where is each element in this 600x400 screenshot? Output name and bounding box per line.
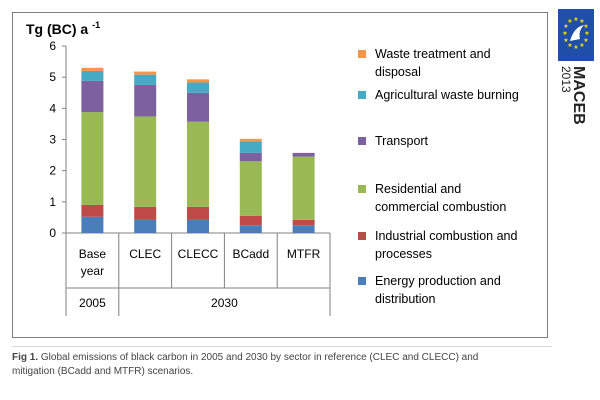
caption-line-1: Global emissions of black carbon in 2005… [40, 352, 479, 363]
legend-label: Residential and [375, 182, 461, 196]
bar-segment [239, 161, 262, 216]
bar-segment [81, 216, 104, 233]
bar-segment [81, 80, 104, 113]
legend-label: Agricultural waste burning [375, 88, 519, 102]
logo-year: 2013 [559, 66, 573, 93]
logo-name: MACEB [570, 66, 587, 125]
legend-swatch [358, 232, 366, 240]
bar-segment [292, 152, 315, 157]
svg-text:★: ★ [562, 30, 567, 37]
svg-text:★: ★ [573, 44, 578, 51]
bar-segment [239, 215, 262, 226]
divider [12, 346, 552, 347]
bar-segment [239, 152, 262, 162]
bar-segment [292, 156, 315, 220]
category-label: year [81, 264, 104, 278]
bar-segment [134, 71, 157, 75]
svg-text:★: ★ [573, 16, 578, 23]
bar-segment [134, 219, 157, 233]
bar-segment [81, 112, 104, 205]
category-label: CLECC [178, 247, 219, 261]
eu-stars-icon: ★ ★★ ★★★ ★★★ ★★★ [562, 16, 589, 51]
caption-line-2: mitigation (BCadd and MTFR) scenarios. [12, 366, 194, 377]
group-label: 2005 [79, 296, 106, 310]
svg-text:★: ★ [567, 42, 572, 49]
legend-label: disposal [375, 65, 421, 79]
svg-text:★: ★ [583, 37, 588, 44]
svg-text:★: ★ [563, 23, 568, 30]
bar-segment [292, 225, 315, 233]
bar-segment [81, 67, 104, 71]
bar-segment [239, 138, 262, 142]
category-label: BCadd [232, 247, 269, 261]
category-label: Base [79, 247, 107, 261]
bar-segment [187, 121, 209, 207]
bar-segment [134, 116, 157, 207]
legend-label: processes [375, 247, 432, 261]
bar-segment [81, 204, 104, 217]
legend-swatch [358, 277, 366, 285]
stacked-bar-chart: Tg (BC) a -1 0 1 2 3 4 5 6 Base year CLEC CLECC BCad… [26, 20, 519, 316]
chart-title: Tg (BC) a -1 [26, 20, 100, 37]
legend-swatch [358, 50, 366, 58]
bar-segment [239, 225, 262, 233]
bar-segment [292, 219, 315, 226]
y-tick-label: 2 [49, 164, 56, 178]
legend-swatch [358, 185, 366, 193]
bar-segment [134, 84, 157, 117]
bar-segment [187, 82, 209, 93]
svg-text:★: ★ [579, 18, 584, 25]
bar-segment [239, 141, 262, 153]
svg-text:★: ★ [584, 30, 589, 37]
leaf-icon [570, 25, 584, 41]
svg-text:★: ★ [563, 37, 568, 44]
legend-label: commercial combustion [375, 200, 506, 214]
svg-text:★: ★ [567, 18, 572, 25]
chart-title-superscript: -1 [92, 20, 100, 30]
caption-label: Fig 1. [12, 352, 39, 363]
maceb-logo: ★ ★ ★ ★ ★ ★ ★ ★ ★ ★ ★ ★ [557, 8, 595, 62]
y-tick-label: 5 [49, 70, 56, 84]
svg-text:★: ★ [579, 42, 584, 49]
legend-label: Energy production and [375, 274, 501, 288]
y-tick-label: 6 [49, 39, 56, 53]
bar-segment [134, 206, 157, 220]
legend-swatch [358, 91, 366, 99]
bar-segment [187, 219, 209, 233]
legend-swatch [358, 137, 366, 145]
bar-segment [187, 206, 209, 220]
figure-caption: Fig 1. Global emissions of black carbon … [12, 351, 592, 379]
category-label: MTFR [287, 247, 321, 261]
category-label: CLEC [129, 247, 161, 261]
bar-segment [187, 79, 209, 83]
bar-segment [134, 74, 157, 85]
legend-label: Transport [375, 134, 429, 148]
y-tick-label: 4 [49, 101, 56, 115]
legend-label: distribution [375, 292, 435, 306]
svg-text:★: ★ [583, 23, 588, 30]
logo-text: MACEB 2013 [559, 66, 600, 156]
bar-segment [81, 70, 104, 81]
legend-label: Waste treatment and [375, 47, 491, 61]
bar-segment [187, 92, 209, 122]
y-tick-label: 0 [49, 226, 56, 240]
y-tick-label: 1 [49, 195, 56, 209]
y-tick-label: 3 [49, 133, 56, 147]
group-label: 2030 [211, 296, 238, 310]
legend-label: Industrial combustion and [375, 229, 517, 243]
